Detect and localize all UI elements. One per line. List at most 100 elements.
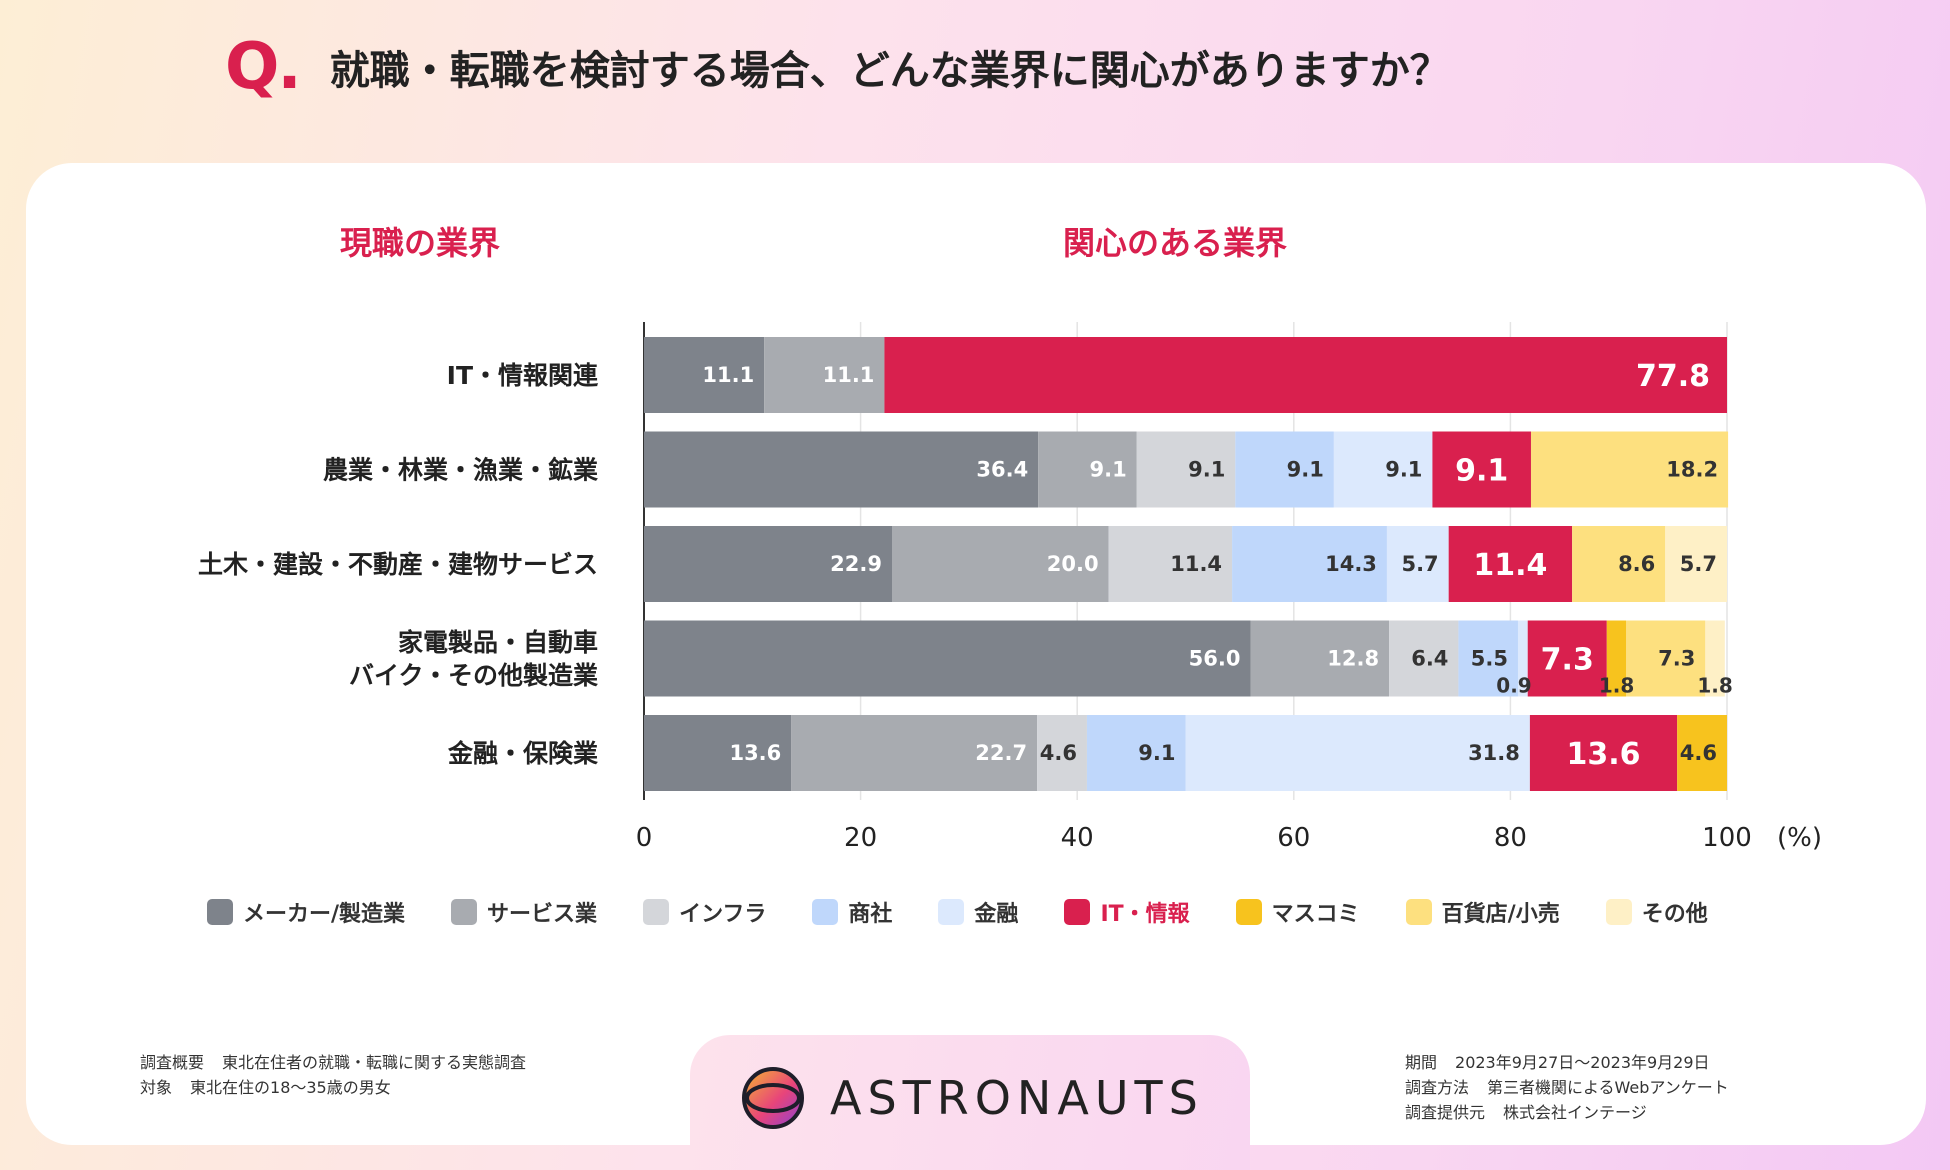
survey-summary: 調査概要 東北在住者の就職・転職に関する実態調査 対象 東北在住の18〜35歳の男女	[140, 1050, 526, 1100]
bar-segment	[1038, 431, 1137, 508]
data-label: 13.6	[729, 741, 781, 765]
interested-industry-header: 関心のある業界	[1063, 224, 1288, 262]
legend-label: IT・情報	[1100, 902, 1190, 927]
data-label: 8.6	[1618, 552, 1655, 576]
data-label: 9.1	[1138, 741, 1175, 765]
bar-segment	[644, 337, 765, 413]
legend-label: 金融	[974, 902, 1019, 927]
data-label: 11.4	[1473, 548, 1547, 583]
legend-swatch	[643, 899, 670, 925]
x-tick-label: 100	[1702, 823, 1752, 853]
question-title: Q. 就職・転職を検討する場合、どんな業界に関心がありますか？	[225, 30, 1450, 104]
bar-segment	[1626, 620, 1706, 697]
footnote-text: 第三者機関によるWebアンケート	[1487, 1078, 1729, 1097]
x-tick-label: 0	[636, 823, 653, 853]
footnote-row: 調査概要 東北在住者の就職・転職に関する実態調査	[140, 1050, 526, 1075]
data-label: 22.7	[975, 741, 1027, 765]
x-axis-label: (%)	[1777, 823, 1822, 853]
footnote-row: 調査方法 第三者機関によるWebアンケート	[1405, 1075, 1729, 1100]
data-label: 9.1	[1287, 458, 1324, 482]
bar-segment	[644, 715, 792, 791]
current-industry-header: 現職の業界	[340, 224, 501, 262]
legend-swatch	[207, 899, 233, 925]
data-label: 31.8	[1468, 741, 1520, 765]
legend-item: インフラ	[643, 896, 766, 928]
bar-segment	[1458, 620, 1518, 697]
footnote-row: 期間 2023年9月27日〜2023年9月29日	[1405, 1050, 1729, 1075]
data-label: 5.5	[1471, 647, 1508, 671]
legend-item: IT・情報	[1064, 896, 1190, 928]
bar-segment	[644, 431, 1039, 508]
data-label: 18.2	[1666, 458, 1718, 482]
bar-segment	[1529, 715, 1678, 791]
footnote-text: 調査概要	[140, 1053, 205, 1072]
bar-segment	[1606, 620, 1627, 697]
bar-segment	[1086, 715, 1186, 791]
data-label: 1.8	[1697, 674, 1732, 698]
legend-swatch	[451, 899, 478, 925]
bar-segment	[1527, 620, 1607, 697]
legend-label: メーカー/製造業	[243, 902, 406, 927]
legend-item: その他	[1605, 896, 1708, 928]
bar-segment	[1136, 431, 1236, 508]
bar-segment	[1333, 431, 1433, 508]
x-tick-label: 20	[844, 823, 877, 853]
category-label: 農業・林業・漁業・鉱業	[323, 456, 598, 485]
footnote-text: 株式会社インテージ	[1503, 1103, 1647, 1122]
data-label: 4.6	[1040, 741, 1077, 765]
bar-segment	[1250, 620, 1390, 697]
legend-label: その他	[1641, 902, 1708, 927]
x-tick-label: 80	[1494, 823, 1527, 853]
data-label: 20.0	[1047, 552, 1099, 576]
bar-segment	[1185, 715, 1530, 791]
bar-segment	[1705, 620, 1725, 697]
bar-segment	[1677, 715, 1727, 791]
data-label: 13.6	[1567, 737, 1641, 772]
bar-segment	[1389, 620, 1459, 697]
data-label: 11.1	[823, 363, 875, 387]
data-label: 9.1	[1090, 458, 1127, 482]
footnote-text: 2023年9月27日〜2023年9月29日	[1455, 1053, 1710, 1072]
logo-text: ASTRONAUTS	[830, 1071, 1204, 1125]
stacked-bar-chart: 0 20 40 60 80 100 (%) IT・情報関連 11.1 11.1 77.8 農業・林業・…	[198, 322, 1822, 853]
legend-item: メーカー/製造業	[207, 896, 405, 928]
legend-item: 金融	[938, 896, 1018, 928]
data-label: 11.1	[702, 363, 754, 387]
data-label: 36.4	[976, 458, 1028, 482]
legend-swatch	[1064, 899, 1091, 925]
legend-label: マスコミ	[1271, 902, 1360, 927]
footnote-text: 対象	[140, 1078, 173, 1097]
footnote-row: 対象 東北在住の18〜35歳の男女	[140, 1075, 526, 1100]
legend-item: 商社	[812, 896, 892, 928]
question-text: 就職・転職を検討する場合、どんな業界に関心がありますか？	[329, 48, 1450, 94]
data-label: 77.8	[1636, 359, 1710, 394]
x-tick-label: 60	[1277, 823, 1310, 853]
bar-segment	[791, 715, 1038, 791]
data-label: 1.8	[1599, 674, 1634, 698]
legend-item: マスコミ	[1235, 896, 1360, 928]
data-label: 5.7	[1680, 552, 1717, 576]
data-label: 9.1	[1455, 454, 1508, 489]
question-mark: Q.	[225, 30, 302, 104]
bar-segment	[644, 526, 893, 602]
footnote-text: 調査提供元	[1405, 1103, 1486, 1122]
legend-item: サービス業	[451, 896, 597, 928]
legend-swatch	[1235, 899, 1262, 925]
legend-swatch	[1405, 899, 1432, 925]
bar-segment	[1037, 715, 1087, 791]
bar-segment	[1530, 431, 1729, 508]
category-label: 家電製品・自動車	[398, 628, 598, 657]
data-label: 4.6	[1680, 741, 1717, 765]
legend-swatch	[938, 899, 965, 925]
legend-label: サービス業	[487, 902, 598, 927]
legend-label: インフラ	[679, 902, 767, 927]
legend-label: 百貨店/小売	[1441, 902, 1560, 927]
astronauts-logo: ASTRONAUTS	[742, 1067, 1204, 1129]
footnote-text: 東北在住の18〜35歳の男女	[190, 1078, 391, 1097]
bar-segment	[1386, 526, 1449, 602]
category-label: 金融・保険業	[447, 739, 598, 768]
bar-segment	[1108, 526, 1233, 602]
bar-segment	[1517, 620, 1528, 697]
category-label: 土木・建設・不動産・建物サービス	[198, 550, 598, 579]
data-label: 0.9	[1496, 674, 1531, 698]
